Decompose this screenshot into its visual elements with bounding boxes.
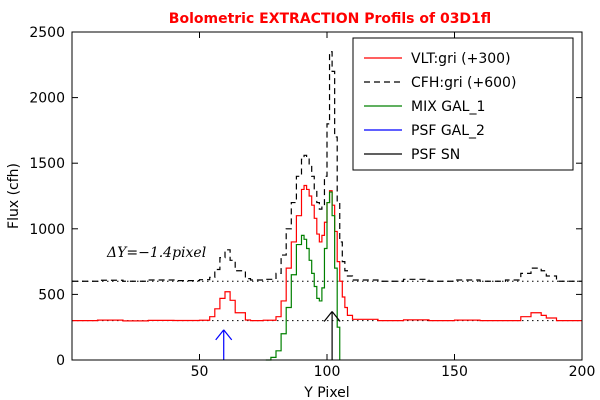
mix-gal-1-series bbox=[265, 191, 341, 361]
psf-sn-head-left bbox=[323, 311, 333, 322]
legend-label-mix-gal-1: MIX GAL_1 bbox=[411, 99, 485, 115]
y-tick-label-500: 500 bbox=[38, 287, 65, 303]
vlt-gri-300-series bbox=[72, 184, 582, 322]
x-tick-label-50: 50 bbox=[191, 364, 209, 380]
legend-label-cfh-gri-600: CFH:gri (+600) bbox=[411, 75, 516, 91]
legend-box bbox=[352, 37, 574, 171]
legend-label-psf-sn: PSF SN bbox=[411, 147, 460, 163]
legend-layer: VLT:gri (+300) CFH:gri (+600) MIX GAL_1 PSF… bbox=[352, 37, 574, 171]
series-layer bbox=[72, 51, 582, 361]
y-tick-label-1500: 1500 bbox=[29, 156, 65, 172]
psf-sn-head-right bbox=[331, 311, 341, 322]
y-tick-label-2500: 2500 bbox=[29, 25, 65, 41]
psf-gal-2-head-right bbox=[223, 329, 233, 341]
y-tick-label-2000: 2000 bbox=[29, 91, 65, 107]
legend-label-psf-gal-2: PSF GAL_2 bbox=[411, 123, 485, 139]
y-tick-label-1000: 1000 bbox=[29, 222, 65, 238]
annotations-layer bbox=[215, 311, 341, 360]
psf-gal-2-marker bbox=[215, 329, 233, 360]
x-axis-label: Y Pixel bbox=[303, 385, 349, 400]
y-axis-label: Flux (cfh) bbox=[6, 163, 22, 229]
x-tick-label-100: 100 bbox=[314, 364, 341, 380]
cfh-gri-600-series bbox=[72, 51, 582, 282]
x-tick-label-200: 200 bbox=[569, 364, 596, 380]
y-tick-label-0: 0 bbox=[56, 353, 65, 369]
legend-label-vlt-gri-300: VLT:gri (+300) bbox=[411, 51, 511, 67]
delta-y-annotation: ΔY=−1.4pixel bbox=[106, 245, 206, 261]
x-tick-label-150: 150 bbox=[441, 364, 468, 380]
chart-title: Bolometric EXTRACTION Profils of 03D1fl bbox=[169, 11, 491, 27]
psf-sn-marker bbox=[323, 311, 341, 360]
psf-gal-2-head-left bbox=[215, 329, 225, 341]
